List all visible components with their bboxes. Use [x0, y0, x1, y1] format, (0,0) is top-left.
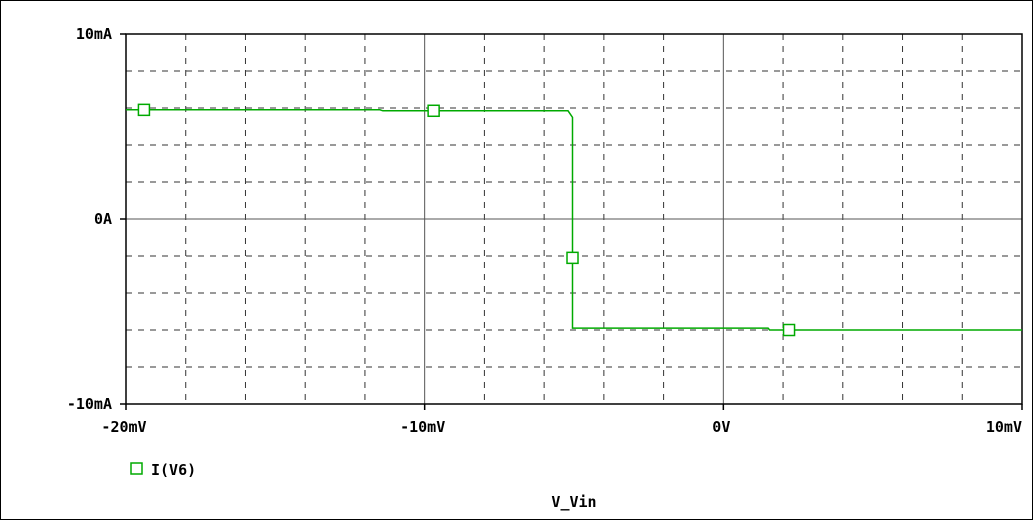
- x-axis-label: V_Vin: [551, 493, 596, 511]
- legend-marker-icon: [130, 462, 143, 475]
- x-tick-label: -10mV: [400, 418, 445, 436]
- y-tick-label: 10mA: [76, 25, 112, 43]
- legend: I(V6): [130, 461, 196, 479]
- series-line: [126, 109, 1022, 331]
- data-point-marker: [427, 104, 440, 118]
- x-tick-label: -20mV: [101, 418, 146, 436]
- series-layer: [126, 103, 1022, 337]
- data-point-marker: [566, 251, 579, 265]
- x-tick-label: 0V: [712, 418, 730, 436]
- legend-label: I(V6): [151, 461, 196, 479]
- y-tick-label: 0A: [94, 210, 112, 228]
- grid: [126, 34, 1022, 404]
- data-point-marker: [782, 323, 796, 337]
- axes: [120, 33, 1023, 410]
- tick-labels: -20mV -10mV 0V 10mV 10mA 0A -10mA: [67, 25, 1022, 436]
- y-tick-label: -10mA: [67, 395, 112, 413]
- data-point-marker: [137, 103, 151, 117]
- x-tick-label: 10mV: [986, 418, 1022, 436]
